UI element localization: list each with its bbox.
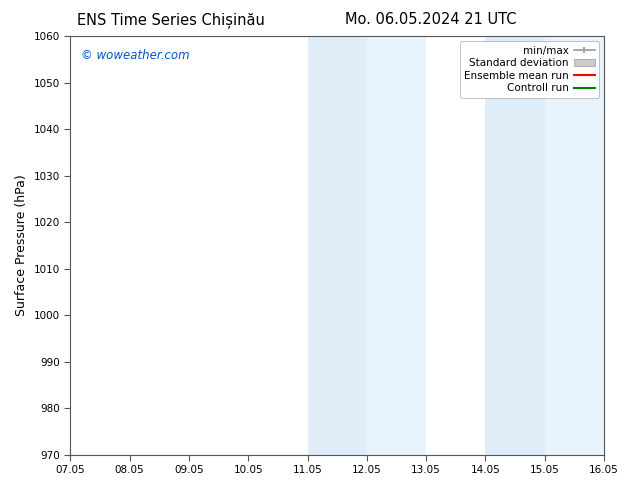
Text: Mo. 06.05.2024 21 UTC: Mo. 06.05.2024 21 UTC [346, 12, 517, 27]
Bar [307, 36, 367, 455]
Text: ENS Time Series Chișinău: ENS Time Series Chișinău [77, 12, 265, 28]
Text: © woweather.com: © woweather.com [81, 49, 190, 62]
Y-axis label: Surface Pressure (hPa): Surface Pressure (hPa) [15, 174, 28, 316]
Bar [486, 36, 545, 455]
Bar [545, 36, 604, 455]
Legend: min/max, Standard deviation, Ensemble mean run, Controll run: min/max, Standard deviation, Ensemble me… [460, 41, 599, 98]
Bar [367, 36, 426, 455]
